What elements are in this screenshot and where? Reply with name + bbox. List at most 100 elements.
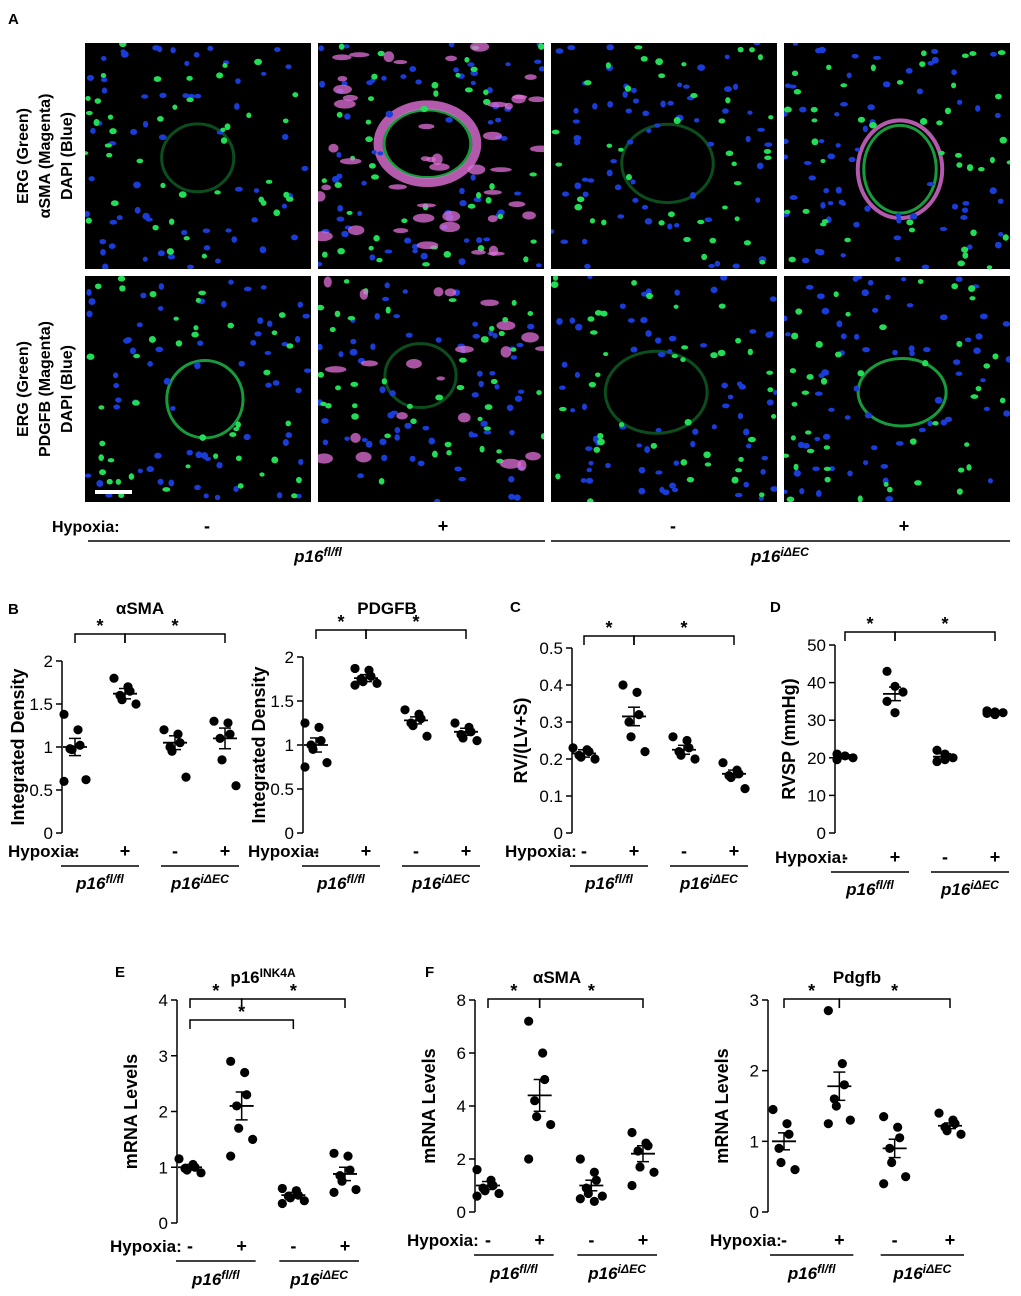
- erg-nucleus: [178, 191, 187, 198]
- erg-nucleus: [172, 104, 178, 110]
- erg-nucleus: [365, 119, 372, 125]
- dapi-nucleus: [956, 99, 963, 105]
- magenta-stain: [333, 99, 356, 109]
- dapi-nucleus: [606, 169, 613, 177]
- erg-nucleus: [957, 467, 965, 473]
- erg-nucleus: [964, 442, 970, 447]
- erg-nucleus: [483, 89, 489, 96]
- erg-nucleus: [347, 315, 356, 321]
- dapi-nucleus: [638, 466, 646, 474]
- dapi-nucleus: [186, 449, 193, 456]
- erg-nucleus: [824, 476, 831, 483]
- dapi-nucleus: [282, 439, 289, 446]
- micrograph-r1-c4: [784, 43, 1010, 269]
- dapi-nucleus: [627, 318, 635, 323]
- dapi-nucleus: [290, 234, 299, 241]
- hypoxia-mark: -: [485, 1230, 491, 1250]
- erg-nucleus: [970, 229, 977, 237]
- dapi-nucleus: [667, 223, 673, 230]
- erg-nucleus: [220, 137, 228, 144]
- vessel-wall: [856, 357, 948, 428]
- dapi-nucleus: [109, 219, 118, 225]
- magenta-stain: [429, 163, 450, 171]
- genotype-label-1-sup: fl/fl: [105, 872, 124, 886]
- dapi-nucleus: [706, 141, 715, 147]
- microscopy-genotype-2: p16iΔEC: [750, 545, 809, 566]
- data-point: [627, 1180, 637, 1191]
- chart-title-main: αSMA: [116, 599, 164, 618]
- dapi-nucleus: [893, 235, 902, 241]
- dapi-nucleus: [667, 100, 674, 106]
- magenta-stain: [521, 332, 539, 343]
- erg-nucleus: [85, 95, 91, 101]
- data-point: [823, 1006, 833, 1016]
- y-axis-label: RV/(LV+S): [511, 698, 531, 784]
- erg-nucleus: [962, 252, 969, 259]
- dapi-nucleus: [983, 406, 990, 411]
- genotype-label-2-sup: iΔEC: [441, 872, 470, 886]
- dapi-nucleus: [167, 254, 176, 260]
- dapi-nucleus: [973, 347, 981, 355]
- dapi-nucleus: [365, 440, 373, 448]
- y-tick-label: 2: [159, 1103, 168, 1122]
- dapi-nucleus: [654, 123, 661, 128]
- erg-nucleus: [725, 97, 731, 104]
- erg-nucleus: [529, 172, 537, 177]
- erg-nucleus: [791, 401, 798, 407]
- dapi-nucleus: [766, 399, 774, 406]
- panel-letter-f: F: [425, 964, 434, 981]
- dapi-nucleus: [667, 349, 673, 354]
- data-point: [422, 731, 432, 741]
- erg-nucleus: [601, 219, 607, 226]
- erg-nucleus: [552, 276, 559, 281]
- dapi-nucleus: [638, 487, 646, 495]
- dapi-nucleus: [646, 128, 652, 134]
- dapi-nucleus: [181, 229, 188, 236]
- erg-nucleus: [160, 182, 166, 189]
- data-point: [831, 1101, 841, 1111]
- hypoxia-label: Hypoxia:: [775, 848, 847, 867]
- dapi-nucleus: [722, 403, 730, 409]
- group-2: [524, 1016, 556, 1164]
- dapi-nucleus: [574, 182, 582, 190]
- erg-nucleus: [470, 66, 478, 73]
- dapi-nucleus: [194, 362, 201, 370]
- erg-nucleus: [735, 337, 742, 344]
- dapi-nucleus: [861, 289, 869, 297]
- erg-nucleus: [883, 481, 889, 487]
- erg-nucleus: [718, 118, 726, 124]
- erg-nucleus: [784, 453, 790, 458]
- dapi-nucleus: [86, 310, 93, 318]
- chart-title: p16INK4A: [230, 966, 296, 987]
- erg-nucleus: [597, 432, 604, 440]
- data-point: [81, 775, 91, 785]
- group-3: [277, 1183, 309, 1209]
- y-tick-label: 2: [285, 648, 294, 667]
- dapi-nucleus: [764, 142, 773, 147]
- erg-nucleus: [343, 279, 350, 284]
- magenta-stain: [517, 459, 527, 471]
- data-point: [568, 743, 578, 753]
- erg-nucleus: [195, 297, 201, 303]
- dapi-nucleus: [906, 303, 914, 308]
- dapi-nucleus: [405, 332, 413, 338]
- dapi-nucleus: [467, 62, 475, 67]
- dapi-nucleus: [204, 456, 211, 461]
- dapi-nucleus: [573, 107, 579, 114]
- dapi-nucleus: [195, 451, 203, 459]
- erg-nucleus: [435, 394, 444, 401]
- erg-nucleus: [992, 353, 999, 360]
- erg-nucleus: [771, 413, 777, 419]
- genotype-label-1-base: p16: [316, 874, 347, 893]
- erg-nucleus: [168, 218, 175, 225]
- dapi-nucleus: [864, 205, 871, 212]
- dapi-nucleus: [784, 138, 789, 145]
- dapi-nucleus: [699, 343, 708, 348]
- dapi-nucleus: [338, 351, 344, 358]
- significance-star: *: [212, 981, 219, 1001]
- dapi-nucleus: [834, 112, 840, 117]
- dapi-nucleus: [243, 433, 251, 441]
- dapi-nucleus: [962, 200, 970, 206]
- panel-letter-a: A: [8, 11, 19, 28]
